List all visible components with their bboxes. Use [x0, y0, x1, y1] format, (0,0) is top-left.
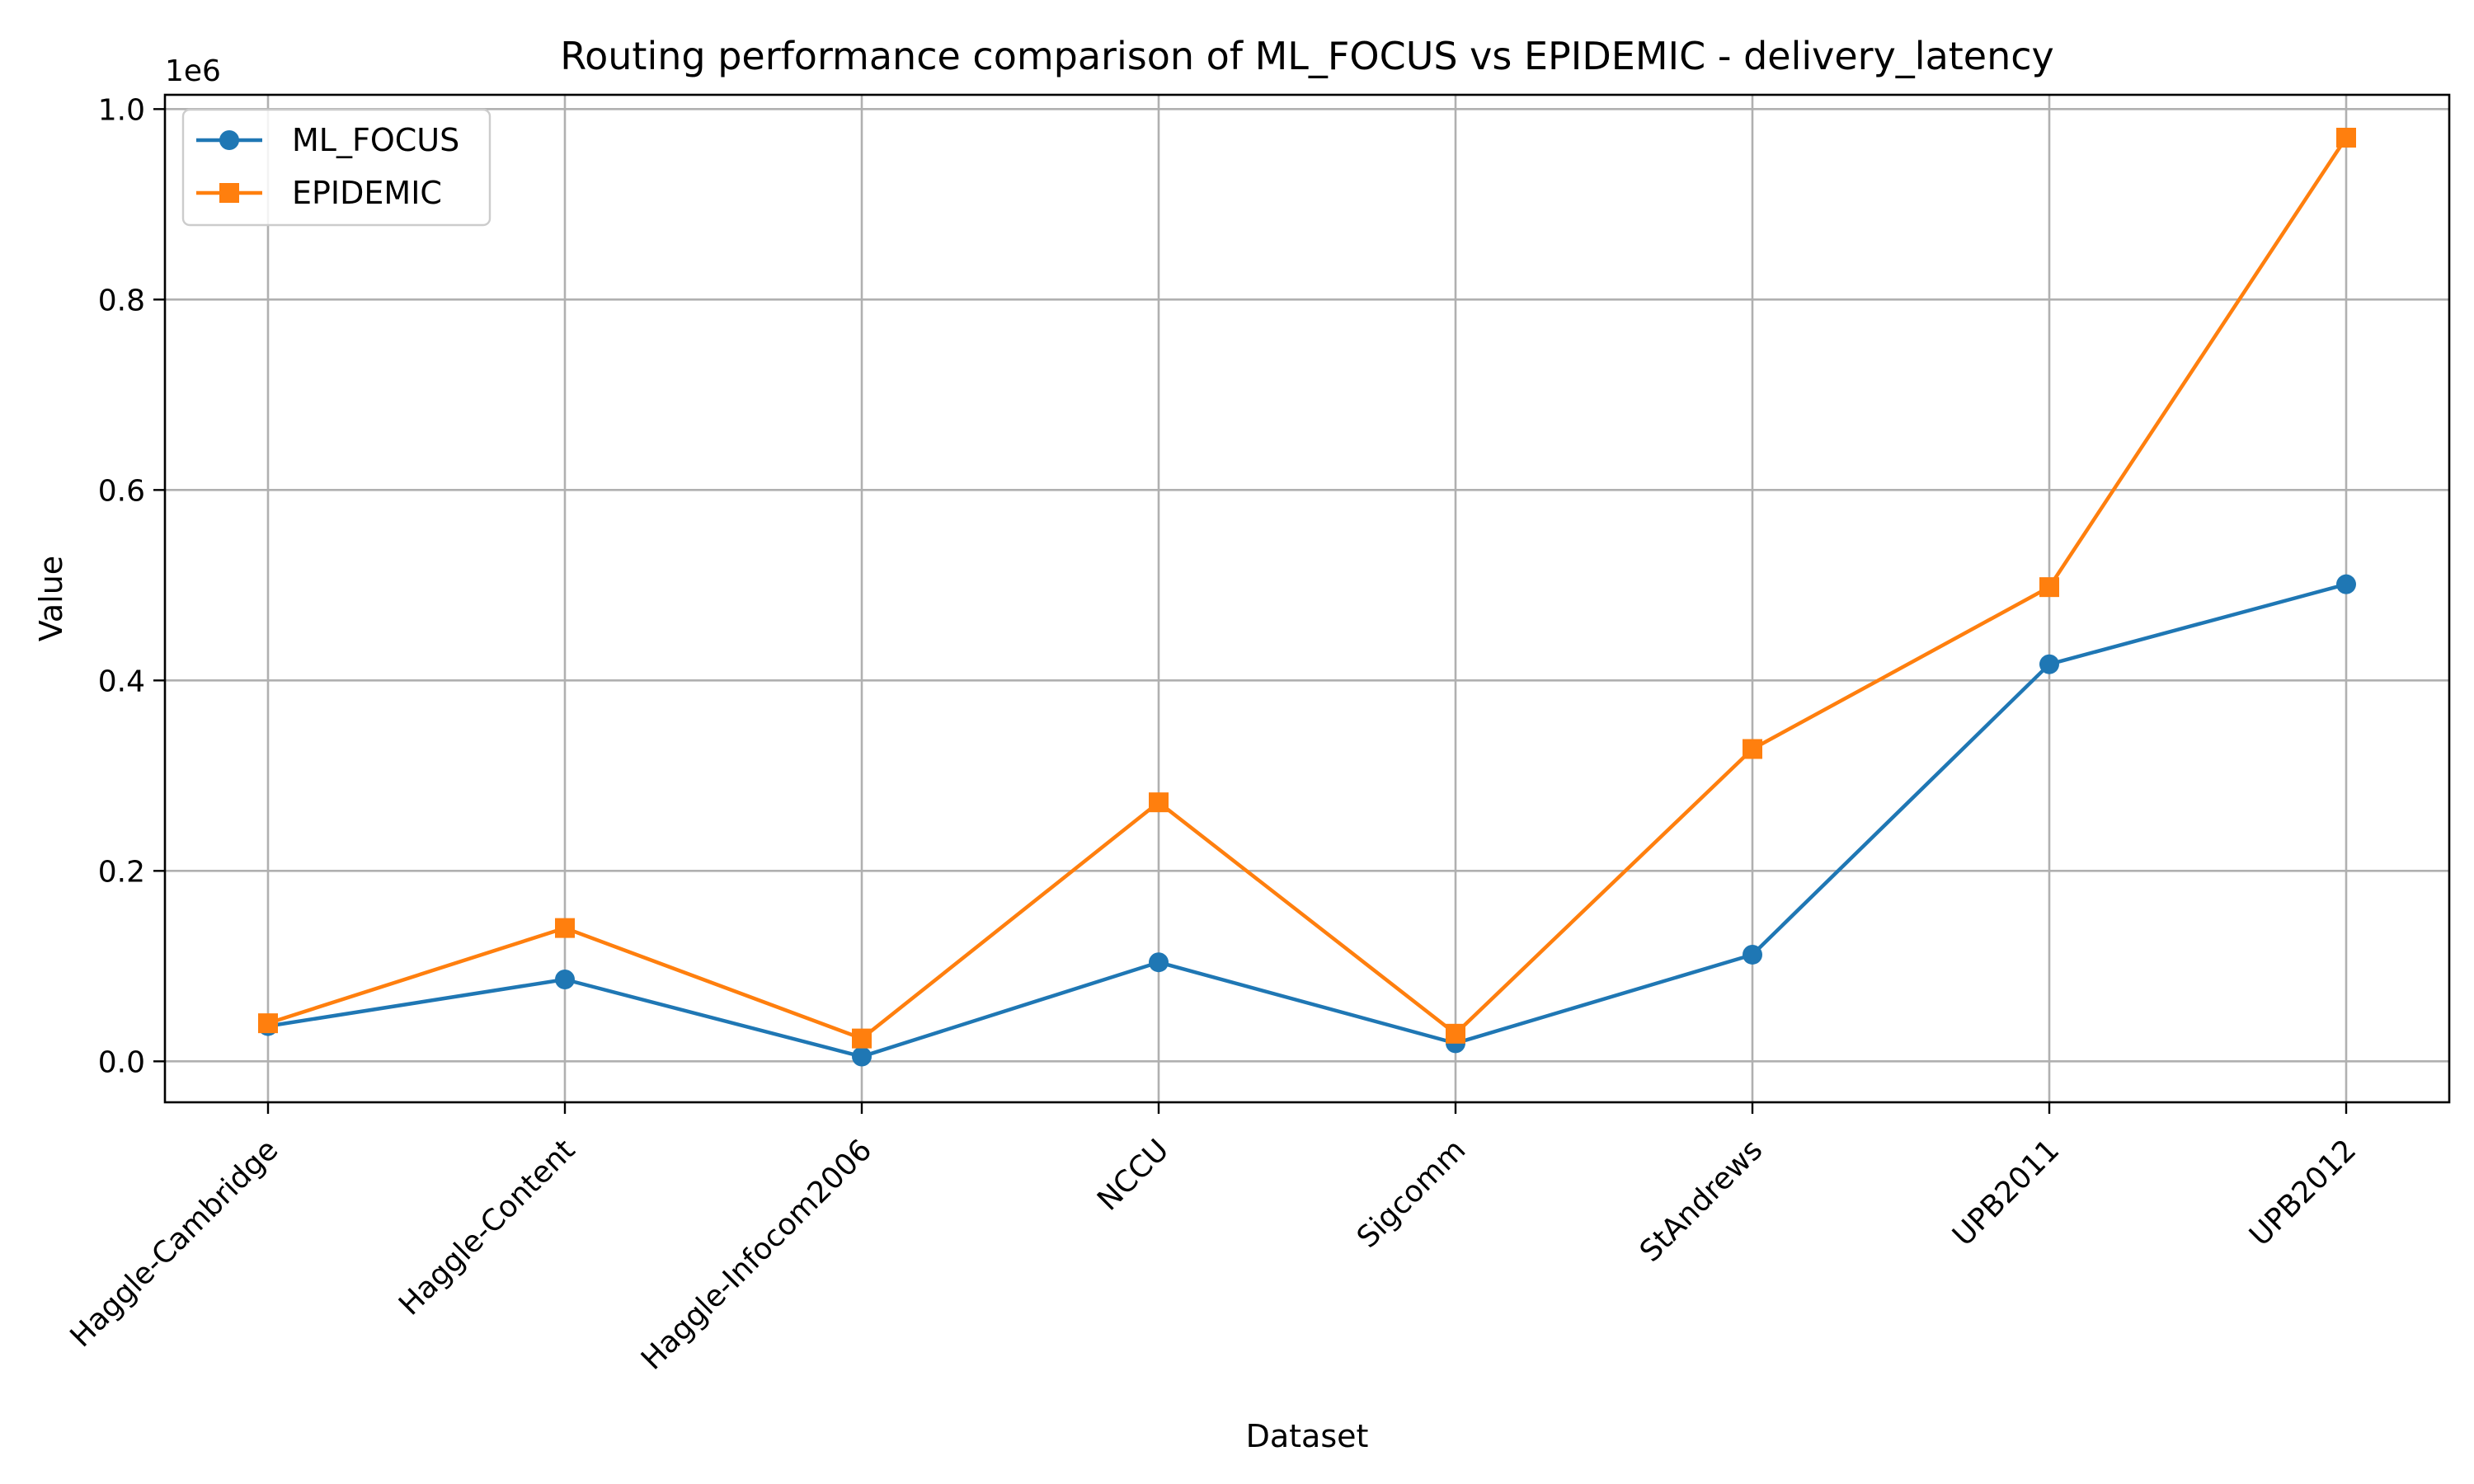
data-point-ml-focus-standrews — [1743, 944, 1762, 965]
axis-ticks — [153, 108, 2348, 1114]
data-point-epidemic-sigcomm — [1446, 1023, 1465, 1044]
data-point-ml-focus-nccu — [1149, 952, 1169, 973]
data-point-ml-focus-upb2011 — [2039, 654, 2059, 674]
data-point-epidemic-haggle-cambridge — [258, 1013, 278, 1034]
x-axis-label: Dataset — [1246, 1418, 1369, 1454]
data-point-epidemic-haggle-infocom2006 — [852, 1028, 872, 1049]
legend-marker-ml-focus — [219, 130, 239, 150]
y-tick-label: 1.0 — [98, 93, 145, 127]
data-point-ml-focus-upb2012 — [2336, 574, 2356, 594]
y-tick-label: 0.0 — [98, 1045, 145, 1079]
series-layer — [258, 127, 2356, 1067]
series-line-epidemic — [266, 135, 2349, 1040]
data-point-ml-focus-haggle-content — [555, 970, 575, 990]
plot-frame — [163, 93, 2451, 1104]
data-point-epidemic-upb2012 — [2336, 127, 2356, 148]
data-point-epidemic-upb2011 — [2039, 577, 2059, 598]
data-point-epidemic-standrews — [1743, 739, 1762, 759]
legend-label-ml-focus: ML_FOCUS — [292, 122, 459, 158]
legend-marker-epidemic — [219, 183, 239, 203]
grid-lines — [165, 95, 2449, 1102]
y-tick-label: 0.6 — [98, 474, 145, 508]
y-tick-label: 0.4 — [98, 665, 145, 698]
data-point-ml-focus-haggle-infocom2006 — [852, 1046, 872, 1067]
series-epidemic — [258, 127, 2356, 1049]
data-point-epidemic-haggle-content — [555, 918, 575, 938]
y-tick-label: 0.8 — [98, 284, 145, 317]
y-axis-label: Value — [33, 556, 69, 641]
y-tick-label: 0.2 — [98, 855, 145, 889]
y-axis-offset-label: 1e6 — [165, 54, 221, 88]
chart-title: Routing performance comparison of ML_FOC… — [560, 34, 2054, 78]
data-point-epidemic-nccu — [1149, 792, 1169, 813]
series-line-ml-focus — [266, 582, 2349, 1059]
legend: ML_FOCUS EPIDEMIC — [181, 108, 492, 227]
legend-label-epidemic: EPIDEMIC — [292, 175, 442, 211]
